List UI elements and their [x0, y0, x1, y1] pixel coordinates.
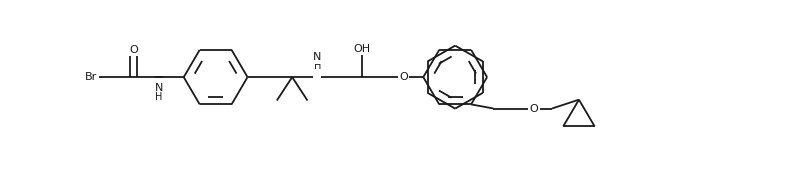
Text: H: H — [313, 61, 321, 71]
Text: N: N — [154, 83, 163, 93]
Text: OH: OH — [353, 44, 371, 54]
Text: Br: Br — [85, 72, 98, 82]
Text: O: O — [530, 103, 538, 114]
Text: O: O — [399, 72, 408, 82]
Text: N: N — [313, 52, 321, 63]
Text: H: H — [155, 92, 162, 102]
Text: O: O — [129, 45, 138, 55]
